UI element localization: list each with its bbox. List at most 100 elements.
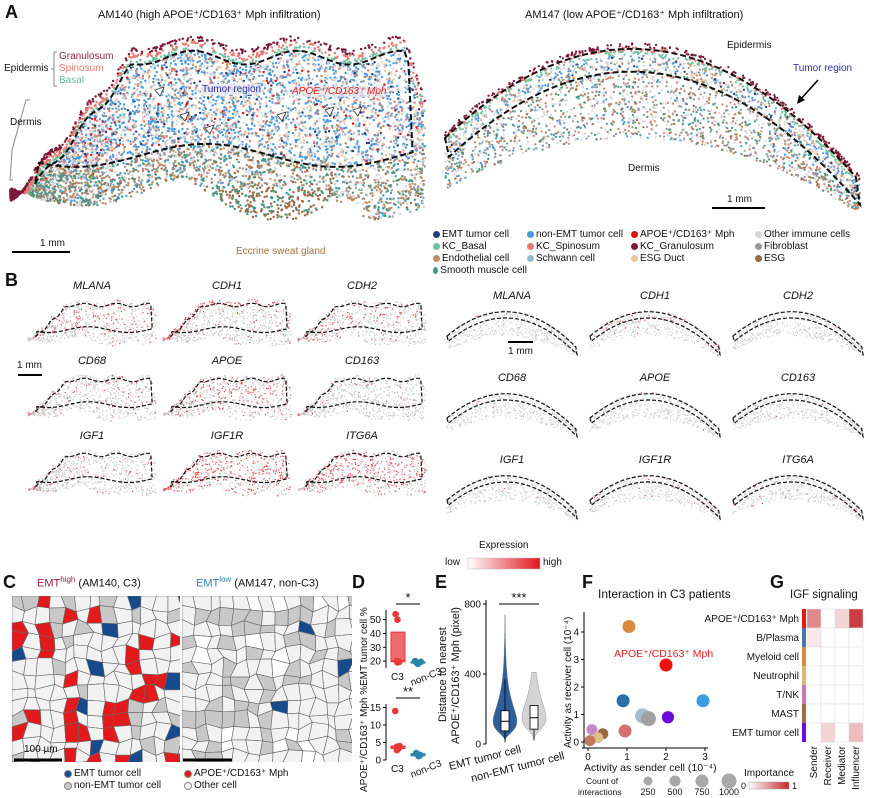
gene-title-right: MLANA (493, 290, 531, 302)
cell-dots (590, 310, 720, 356)
size-legend-label: 500 (667, 787, 682, 797)
b-right-tumor-outline (589, 311, 721, 357)
cell-polygon (177, 753, 180, 760)
cell-polygon (102, 714, 115, 730)
cell-dots (297, 299, 427, 347)
legend-item: KC_Granulosum (631, 241, 755, 252)
expression-colorbar (467, 557, 541, 570)
scatter-point (618, 724, 632, 738)
y-axis-label-line2: APOE⁺/CD163⁺ Mph (pixel) (450, 607, 462, 744)
gene-title-right: APOE (639, 372, 671, 384)
row-label: Neutrophil (753, 671, 799, 682)
spinosum-label: Spinosum (59, 63, 104, 74)
panel-c-cell-segmentation (12, 596, 352, 762)
chart-g: IGF signaling APOE⁺/CD163⁺ Mph B/Plasma Mye… (705, 589, 864, 791)
cell-dots (446, 391, 578, 438)
cell-type-legend: EMT tumor cell non-EMT tumor cell APOE⁺/CD… (433, 229, 869, 276)
legend-label: ESG Duct (640, 253, 685, 264)
x-axis-label: Activity as sender cell (10⁻⁴) (584, 762, 717, 774)
colorbar-low: low (445, 557, 461, 568)
cell-dots (738, 397, 823, 420)
c-right-title-sup: low (219, 575, 232, 584)
legend-item: EMT tumor cell (433, 229, 527, 240)
cell-polygon (170, 644, 180, 662)
gene-title-right: CDH1 (640, 290, 670, 302)
legend-label: EMT tumor cell (442, 229, 510, 240)
cell-polygon (348, 663, 352, 673)
size-legend-circle (721, 773, 737, 789)
cell-polygon (64, 722, 79, 743)
row-label: MAST (771, 709, 799, 720)
heatmap-cell (820, 646, 836, 667)
y-axis-label-line1: Distance to nearest (437, 627, 449, 722)
cell-dots (459, 313, 567, 340)
legend-label: EMT tumor cell (74, 768, 142, 779)
row-color-bar (802, 685, 806, 704)
cell-polygon (169, 632, 180, 648)
cell-dots (298, 449, 427, 496)
chart-title: IGF signaling (790, 589, 858, 601)
x-tick-label: 2 (663, 752, 669, 763)
data-point (391, 707, 399, 715)
cell-dots (29, 143, 424, 219)
scatter-point (659, 658, 673, 672)
b-left-tumor-outline (35, 452, 153, 488)
scatter-point (584, 735, 596, 747)
cell-polygon (349, 604, 352, 620)
size-legend-label: 750 (694, 787, 709, 797)
arrowhead-icon (179, 111, 190, 122)
b-right-tumor-outline (589, 475, 721, 521)
cell-dots (27, 449, 157, 497)
cell-polygon (347, 596, 352, 607)
cell-polygon (166, 607, 180, 625)
colorbar-title: Expression (479, 540, 529, 551)
mph-label: APOE⁺/CD163⁺ Mph (292, 86, 387, 97)
column-label: Sender (809, 745, 820, 778)
legend-item: Schwann cell (527, 253, 631, 264)
cell-dots (454, 70, 860, 206)
panel-label-f: F (582, 572, 593, 592)
panel-label-a: A (5, 2, 18, 22)
cell-polygon (163, 689, 180, 703)
significance-stars: *** (511, 590, 526, 605)
b-left-tumor-outline (35, 377, 153, 413)
heatmap-cell (806, 665, 822, 686)
cell-polygon (73, 644, 89, 660)
size-legend-label: 250 (640, 787, 655, 797)
b-left-tumor-outline (170, 452, 288, 488)
arrowhead-icon (352, 106, 363, 117)
scatter-point (640, 711, 656, 727)
cell-dots (162, 299, 292, 347)
heatmap-cell (806, 627, 822, 648)
c-left-title: EMThigh (AM140, C3) (37, 575, 141, 590)
cell-polygon (35, 657, 55, 677)
row-label: B/Plasma (756, 633, 799, 644)
arrow-icon (799, 79, 819, 101)
cell-dots (444, 42, 861, 180)
heatmap-cell (820, 665, 836, 686)
legend-item: non-EMT tumor cell (527, 229, 631, 240)
cell-dots (444, 69, 857, 210)
cell-dots (297, 449, 427, 497)
heatmap-cell (848, 627, 864, 648)
a-right-scale-label: 1 mm (727, 194, 752, 205)
cell-polygon (163, 672, 180, 691)
legend-item: KC_Spinosum (527, 241, 631, 252)
legend-swatch (755, 255, 762, 262)
chart-d-bottom: 0 5 10 15 C3 non-C3 ** APOE⁺/CD163⁺ Mph % (359, 684, 444, 792)
cell-dots (297, 377, 416, 417)
c-right-title-main: EMT (196, 577, 220, 590)
legend-label: KC_Spinosum (536, 241, 600, 252)
cell-polygon (335, 729, 352, 743)
cell-polygon (182, 710, 197, 729)
y-tick-label: 4 (573, 628, 579, 639)
y-axis-label: Activity as receiver cell (10⁻⁴) (563, 617, 574, 748)
heatmap-cell (834, 722, 850, 743)
cell-polygon (348, 698, 352, 710)
cell-polygon (322, 747, 341, 762)
point-annotation: APOE⁺/CD163⁺ Mph (614, 648, 713, 660)
gene-title-right: IGF1 (499, 454, 525, 466)
row-color-bar (802, 666, 806, 685)
cell-polygon (164, 723, 180, 742)
